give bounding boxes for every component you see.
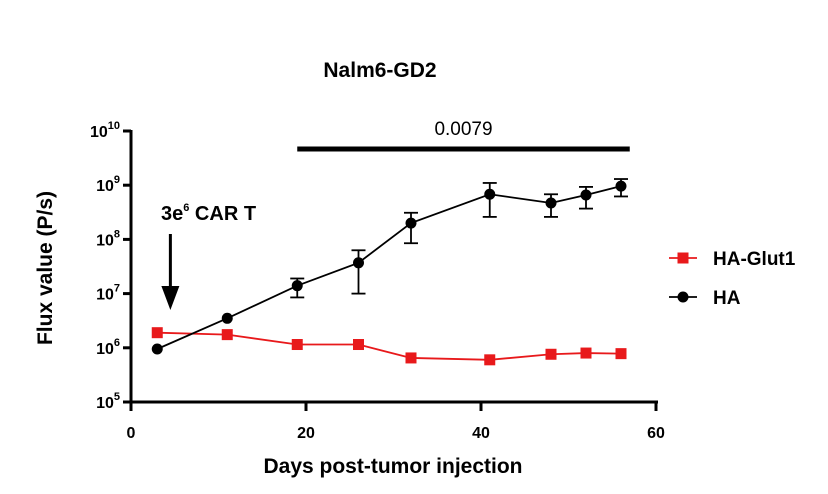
data-point [545,197,557,209]
y-tick-base: 10 [96,178,114,195]
legend: HA-Glut1 HA [669,249,796,309]
legend-item-ha: HA [669,288,741,309]
data-point [580,189,592,201]
treatment-label-base: 3e [161,203,183,225]
legend-item-ha-glut1: HA-Glut1 [669,249,796,270]
data-point [291,339,303,351]
series-ha [151,178,628,355]
treatment-label-exp: 6 [183,202,189,214]
data-point [353,339,364,351]
chart-title: Nalm6-GD2 [323,59,436,82]
significance-label: 0.0079 [434,119,492,140]
y-tick-base: 10 [96,232,114,249]
x-axis-label: Days post-tumor injection [263,455,522,478]
y-tick-label: 108 [96,228,120,249]
y-tick-exp: 10 [108,120,120,132]
x-tick-label: 20 [297,425,315,442]
y-tick-label: 105 [96,391,120,412]
y-tick-label: 109 [96,174,120,195]
legend-marker [677,291,689,303]
y-tick-base: 10 [90,124,108,141]
y-axis-label: Flux value (P/s) [34,191,57,345]
y-tick-label: 106 [96,337,120,358]
x-tick-label: 0 [127,425,136,442]
y-tick-label: 107 [96,283,120,304]
y-tick-exp: 6 [114,337,120,349]
treatment-annotation: 3e6 CAR T [161,202,256,310]
data-point [221,329,233,341]
data-point [615,348,627,360]
y-tick-exp: 9 [114,174,120,186]
y-tick-exp: 7 [114,283,120,295]
data-point [580,347,592,359]
y-tick-exp: 8 [114,228,120,240]
x-tick-label: 60 [647,425,665,442]
data-point [484,354,496,366]
axes [129,130,658,404]
y-tick-base: 10 [96,395,114,412]
data-point [405,217,417,229]
x-ticks: 0 20 40 60 [127,402,665,442]
series-ha-glut1 [151,327,627,366]
legend-label: HA [713,288,741,309]
data-point [151,343,163,355]
y-tick-exp: 5 [114,391,120,403]
data-point [545,348,557,360]
treatment-label: 3e6 CAR T [161,202,256,225]
series-layer [151,178,628,366]
data-point [151,327,163,339]
arrow-down-icon [161,286,180,310]
data-point [615,180,627,192]
legend-label: HA-Glut1 [713,249,796,270]
data-point [291,280,303,292]
y-tick-base: 10 [96,287,114,304]
y-tick-label: 1010 [90,120,120,141]
x-tick-label: 40 [472,425,490,442]
data-point [405,352,417,364]
significance-annotation: 0.0079 [297,119,630,152]
legend-marker [677,252,689,264]
treatment-label-rest: CAR T [189,203,256,225]
data-point [353,257,364,269]
y-tick-base: 10 [96,341,114,358]
data-point [484,188,496,200]
data-point [221,312,233,324]
